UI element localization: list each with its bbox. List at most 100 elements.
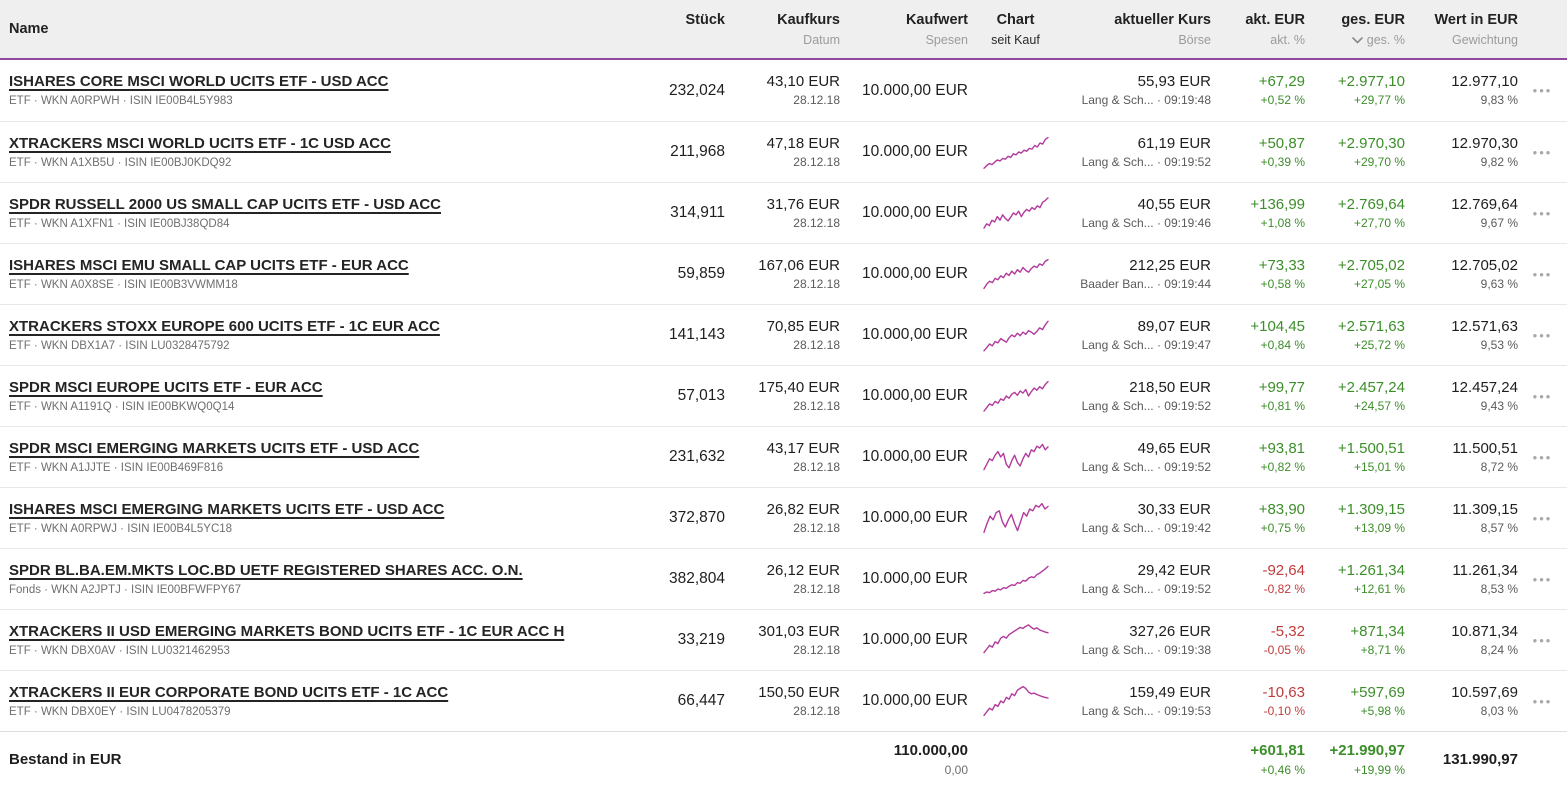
kaufkurs-value: 70,85 EUR <box>766 317 840 335</box>
position-name-cell: ISHARES MSCI EMU SMALL CAP UCITS ETF - E… <box>0 244 615 304</box>
akt-pct-value: +0,82 % <box>1260 459 1305 474</box>
totals-stueck-empty <box>615 732 725 787</box>
position-name-link[interactable]: XTRACKERS II EUR CORPORATE BOND UCITS ET… <box>9 683 449 701</box>
kaufwert-value: 10.000,00 EUR <box>862 143 968 160</box>
position-name-link[interactable]: SPDR BL.BA.EM.MKTS LOC.BD UETF REGISTERE… <box>9 561 523 579</box>
ges-pct-value: +27,70 % <box>1353 215 1405 230</box>
ellipsis-menu-icon[interactable]: ••• <box>1532 83 1553 98</box>
position-meta: ETF · WKN A0X8SE · ISIN IE00B3VWMM18 <box>9 278 238 291</box>
column-label: aktueller Kurs <box>1114 12 1211 28</box>
chart-cell <box>968 305 1063 365</box>
position-meta: ETF · WKN A1XB5U · ISIN IE00BJ0KDQ92 <box>9 156 232 169</box>
akt-eur-value: +67,29 <box>1258 73 1305 91</box>
column-header-akt-eur[interactable]: akt. EUR akt. % <box>1211 0 1305 58</box>
table-row: SPDR RUSSELL 2000 US SMALL CAP UCITS ETF… <box>0 182 1567 243</box>
column-header-kaufkurs[interactable]: Kaufkurs Datum <box>725 0 840 58</box>
ellipsis-menu-icon[interactable]: ••• <box>1532 388 1553 404</box>
wert-cell: 12.769,64 9,67 % <box>1405 183 1518 243</box>
column-header-ges-eur[interactable]: ges. EUR ges. % <box>1305 0 1405 58</box>
position-name-link[interactable]: SPDR MSCI EMERGING MARKETS UCITS ETF - U… <box>9 439 420 457</box>
kaufwert-value: 10.000,00 EUR <box>862 326 968 343</box>
position-name-link[interactable]: SPDR MSCI EUROPE UCITS ETF - EUR ACC <box>9 378 323 396</box>
ellipsis-menu-icon[interactable]: ••• <box>1532 144 1553 160</box>
wert-value: 12.571,63 <box>1451 317 1518 335</box>
ellipsis-menu-icon[interactable]: ••• <box>1532 327 1553 343</box>
column-sublabel: seit Kauf <box>991 33 1040 47</box>
aktueller-kurs-value: 49,65 EUR <box>1137 439 1211 457</box>
position-name-link[interactable]: XTRACKERS STOXX EUROPE 600 UCITS ETF - 1… <box>9 317 440 335</box>
aktueller-kurs-value: 55,93 EUR <box>1137 73 1211 91</box>
column-label: Name <box>9 21 49 37</box>
ellipsis-menu-icon[interactable]: ••• <box>1532 205 1553 221</box>
ellipsis-menu-icon[interactable]: ••• <box>1532 510 1553 526</box>
column-sublabel: Börse <box>1178 33 1211 47</box>
row-menu-cell: ••• <box>1518 549 1567 609</box>
boerse-time: Lang & Sch... · 09:19:52 <box>1081 459 1211 474</box>
gewichtung-value: 8,53 % <box>1480 581 1518 596</box>
sparkline-chart <box>982 258 1049 290</box>
akt-eur-cell: -92,64 -0,82 % <box>1211 549 1305 609</box>
position-name-link[interactable]: XTRACKERS II USD EMERGING MARKETS BOND U… <box>9 622 565 640</box>
position-name-link[interactable]: SPDR RUSSELL 2000 US SMALL CAP UCITS ETF… <box>9 195 442 213</box>
kaufkurs-value: 150,50 EUR <box>758 683 840 701</box>
chart-cell <box>968 244 1063 304</box>
position-name-link[interactable]: ISHARES MSCI EMERGING MARKETS UCITS ETF … <box>9 500 445 518</box>
akt-eur-value: +83,90 <box>1258 500 1305 518</box>
column-header-chart[interactable]: Chart seit Kauf <box>968 0 1063 58</box>
row-menu-cell: ••• <box>1518 122 1567 182</box>
column-label: Kaufkurs <box>777 12 840 28</box>
position-meta: ETF · WKN A1JJTE · ISIN IE00B469F816 <box>9 461 224 474</box>
akt-pct-value: +0,75 % <box>1260 520 1305 535</box>
column-sublabel: Spesen <box>925 33 968 47</box>
totals-chart-empty <box>968 732 1063 787</box>
column-header-name[interactable]: Name <box>0 0 615 58</box>
akt-eur-cell: +73,33 +0,58 % <box>1211 244 1305 304</box>
kaufkurs-cell: 301,03 EUR 28.12.18 <box>725 610 840 670</box>
column-header-menu-spacer <box>1518 0 1567 58</box>
sparkline-chart <box>982 565 1049 595</box>
kauf-datum: 28.12.18 <box>793 93 840 108</box>
table-row: ISHARES MSCI EMERGING MARKETS UCITS ETF … <box>0 487 1567 548</box>
ellipsis-menu-icon[interactable]: ••• <box>1532 449 1553 465</box>
column-header-wert-in-eur[interactable]: Wert in EUR Gewichtung <box>1405 0 1518 58</box>
wert-cell: 10.871,34 8,24 % <box>1405 610 1518 670</box>
akt-pct-value: -0,10 % <box>1263 703 1305 718</box>
position-meta: ETF · WKN DBX0AV · ISIN LU0321462953 <box>9 644 230 657</box>
aktueller-kurs-cell: 218,50 EUR Lang & Sch... · 09:19:52 <box>1063 366 1211 426</box>
position-name-link[interactable]: ISHARES MSCI EMU SMALL CAP UCITS ETF - E… <box>9 256 409 274</box>
kaufwert-cell: 10.000,00 EUR <box>840 671 968 731</box>
stueck-value: 59,859 <box>677 265 725 282</box>
position-name-link[interactable]: ISHARES CORE MSCI WORLD UCITS ETF - USD … <box>9 73 389 91</box>
totals-akt-pct-value: +0,46 % <box>1260 763 1305 777</box>
kauf-datum: 28.12.18 <box>793 154 840 169</box>
ges-eur-value: +2.970,30 <box>1337 134 1405 152</box>
ges-pct-value: +15,01 % <box>1353 459 1405 474</box>
column-header-stueck[interactable]: Stück <box>615 0 726 58</box>
column-header-aktueller-kurs[interactable]: aktueller Kurs Börse <box>1063 0 1211 58</box>
wert-value: 10.871,34 <box>1451 622 1518 640</box>
totals-akt-eur-value: +601,81 <box>1250 742 1305 759</box>
chart-cell <box>968 488 1063 548</box>
kaufkurs-cell: 47,18 EUR 28.12.18 <box>725 122 840 182</box>
kaufkurs-cell: 43,10 EUR 28.12.18 <box>725 60 840 121</box>
chart-cell <box>968 549 1063 609</box>
stueck-cell: 382,804 <box>615 549 725 609</box>
position-meta: Fonds · WKN A2JPTJ · ISIN IE00BFWFPY67 <box>9 583 241 596</box>
akt-pct-value: +0,58 % <box>1260 276 1305 291</box>
kaufkurs-cell: 167,06 EUR 28.12.18 <box>725 244 840 304</box>
gewichtung-value: 8,03 % <box>1480 703 1518 718</box>
ellipsis-menu-icon[interactable]: ••• <box>1532 571 1553 587</box>
sparkline-chart <box>982 624 1049 654</box>
ellipsis-menu-icon[interactable]: ••• <box>1532 693 1553 709</box>
ellipsis-menu-icon[interactable]: ••• <box>1532 632 1553 648</box>
chart-cell <box>968 60 1063 121</box>
ges-eur-cell: +1.309,15 +13,09 % <box>1305 488 1405 548</box>
ellipsis-menu-icon[interactable]: ••• <box>1532 266 1553 282</box>
aktueller-kurs-cell: 89,07 EUR Lang & Sch... · 09:19:47 <box>1063 305 1211 365</box>
column-header-kaufwert[interactable]: Kaufwert Spesen <box>840 0 968 58</box>
position-name-cell: XTRACKERS MSCI WORLD UCITS ETF - 1C USD … <box>0 122 615 182</box>
position-name-cell: ISHARES MSCI EMERGING MARKETS UCITS ETF … <box>0 488 615 548</box>
wert-value: 11.261,34 <box>1452 561 1518 579</box>
stueck-value: 141,143 <box>668 326 725 343</box>
position-name-link[interactable]: XTRACKERS MSCI WORLD UCITS ETF - 1C USD … <box>9 134 391 152</box>
